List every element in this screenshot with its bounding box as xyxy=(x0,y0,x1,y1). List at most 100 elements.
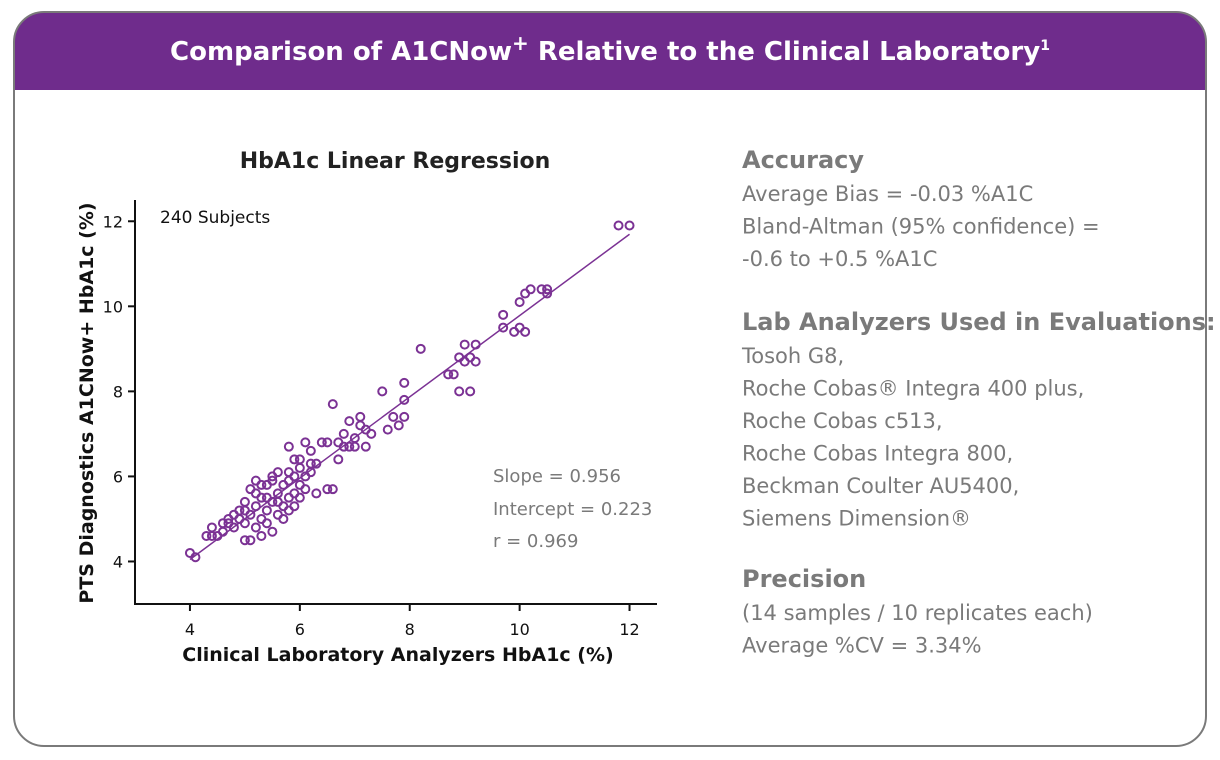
data-point xyxy=(338,428,349,439)
data-point xyxy=(459,339,470,350)
data-point xyxy=(355,411,366,422)
data-point xyxy=(239,505,250,516)
data-point xyxy=(470,356,481,367)
data-point xyxy=(239,496,250,507)
title-part: Relative to the Clinical Laboratory xyxy=(529,37,1040,67)
data-point xyxy=(261,505,272,516)
section-line: Roche Cobas® Integra 400 plus, xyxy=(742,377,1084,401)
data-point xyxy=(520,326,531,337)
data-point xyxy=(300,437,311,448)
data-point xyxy=(234,505,245,516)
y-tick-label: 4 xyxy=(113,552,123,571)
section-heading: Lab Analyzers Used in Evaluations: xyxy=(742,308,1216,336)
annotation: Intercept = 0.223 xyxy=(493,499,652,520)
x-axis-title: Clinical Laboratory Analyzers HbA1c (%) xyxy=(182,644,613,666)
section-line: Beckman Coulter AU5400, xyxy=(742,474,1019,498)
data-point xyxy=(256,530,267,541)
data-point xyxy=(228,522,239,533)
data-point xyxy=(311,458,322,469)
x-tick-label: 12 xyxy=(619,620,639,639)
section-line: Average Bias = -0.03 %A1C xyxy=(742,182,1033,206)
data-point xyxy=(327,399,338,410)
data-point xyxy=(399,411,410,422)
x-tick-label: 4 xyxy=(185,620,195,639)
data-point xyxy=(239,535,250,546)
y-tick-label: 10 xyxy=(103,297,123,316)
data-point xyxy=(349,441,360,452)
regression-line xyxy=(189,233,630,561)
title-part: Comparison of A1CNow xyxy=(170,37,512,67)
data-point xyxy=(525,284,536,295)
section-heading: Precision xyxy=(742,565,866,593)
data-point xyxy=(261,492,272,503)
data-point xyxy=(272,496,283,507)
frame xyxy=(13,11,1207,747)
data-point xyxy=(250,522,261,533)
data-point xyxy=(278,513,289,524)
data-point xyxy=(261,518,272,529)
data-point xyxy=(415,343,426,354)
data-point xyxy=(470,339,481,350)
data-point xyxy=(443,369,454,380)
data-point xyxy=(624,220,635,231)
header-bar xyxy=(14,12,1206,90)
section-line: (14 samples / 10 replicates each) xyxy=(742,601,1093,625)
section-line: Siemens Dimension® xyxy=(742,507,971,531)
data-point xyxy=(344,416,355,427)
data-point xyxy=(305,467,316,478)
data-point xyxy=(289,471,300,482)
data-point xyxy=(245,535,256,546)
data-point xyxy=(327,484,338,495)
title-sup: 1 xyxy=(1040,38,1050,54)
data-point xyxy=(448,369,459,380)
y-axis-title: PTS Diagnostics A1CNow+ HbA1c (%) xyxy=(76,202,98,603)
data-point xyxy=(399,377,410,388)
data-point xyxy=(305,445,316,456)
data-point xyxy=(294,454,305,465)
x-tick-label: 10 xyxy=(509,620,529,639)
y-tick-label: 12 xyxy=(103,212,123,231)
info-panel: Accuracy Average Bias = -0.03 %A1C Bland-A… xyxy=(741,146,1216,658)
data-point xyxy=(250,501,261,512)
data-point xyxy=(217,518,228,529)
data-point xyxy=(206,522,217,533)
data-point xyxy=(498,322,509,333)
data-point xyxy=(256,479,267,490)
annotation: r = 0.969 xyxy=(493,531,578,552)
annotation: Slope = 0.956 xyxy=(493,466,621,487)
x-tick-label: 8 xyxy=(405,620,415,639)
section-line: Roche Cobas Integra 800, xyxy=(742,442,1013,466)
data-point xyxy=(360,441,371,452)
x-tick-label: 6 xyxy=(295,620,305,639)
data-point xyxy=(322,437,333,448)
annotation: 240 Subjects xyxy=(160,208,270,228)
data-point xyxy=(382,424,393,435)
data-point xyxy=(190,552,201,563)
data-point xyxy=(201,530,212,541)
data-point xyxy=(338,441,349,452)
data-point xyxy=(294,492,305,503)
data-point xyxy=(289,454,300,465)
data-point xyxy=(498,309,509,320)
data-point xyxy=(283,441,294,452)
section-line: Bland-Altman (95% confidence) = xyxy=(742,215,1100,239)
chart-title: HbA1c Linear Regression xyxy=(240,149,551,174)
y-tick-label: 6 xyxy=(113,467,123,486)
data-point xyxy=(322,484,333,495)
data-point xyxy=(542,288,553,299)
section-line: -0.6 to +0.5 %A1C xyxy=(742,247,937,271)
title-sup: + xyxy=(512,31,529,55)
section-line: Average %CV = 3.34% xyxy=(742,634,982,658)
data-point xyxy=(454,386,465,397)
data-point xyxy=(388,411,399,422)
data-point xyxy=(366,428,377,439)
data-point xyxy=(542,284,553,295)
data-point xyxy=(333,454,344,465)
data-point xyxy=(239,518,250,529)
section-line: Roche Cobas c513, xyxy=(742,409,943,433)
data-point xyxy=(300,484,311,495)
data-point xyxy=(267,475,278,486)
y-tick-label: 8 xyxy=(113,382,123,401)
